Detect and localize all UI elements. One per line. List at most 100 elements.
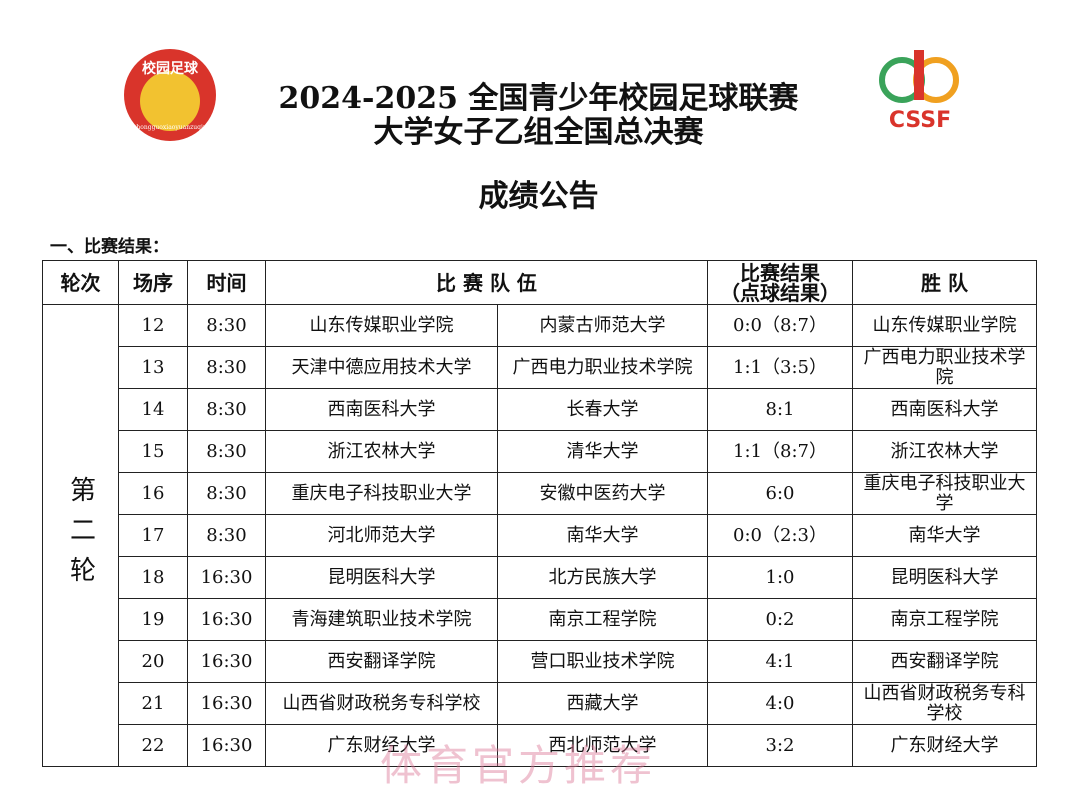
match-time: 16:30 [187,598,266,641]
home-team: 河北师范大学 [265,514,498,557]
match-number: 17 [118,514,188,557]
column-header: 比赛结果 （点球结果） [707,260,853,305]
match-number: 12 [118,304,188,347]
away-team: 西北师范大学 [497,724,708,767]
table-row: 13 8:30 天津中德应用技术大学 广西电力职业技术学院 1:1（3:5） 广西电力职业… [43,346,1037,389]
column-header-line: 比赛结果 [740,260,820,285]
match-time: 16:30 [187,640,266,683]
match-time: 16:30 [187,682,266,725]
match-time: 8:30 [187,514,266,557]
column-header: 轮次 [42,260,119,305]
match-time: 8:30 [187,472,266,515]
table-row: 16 8:30 重庆电子科技职业大学 安徽中医药大学 6:0 重庆电子科技职业大学 [43,472,1037,515]
match-time: 16:30 [187,724,266,767]
winner: 昆明医科大学 [852,556,1037,599]
score: 4:1 [707,640,853,683]
winner: 重庆电子科技职业大学 [852,472,1037,515]
away-team: 西藏大学 [497,682,708,725]
score: 0:0（2:3） [707,514,853,557]
table-row: 20 16:30 西安翻译学院 营口职业技术学院 4:1 西安翻译学院 [43,640,1037,683]
home-team: 天津中德应用技术大学 [265,346,498,389]
winner: 西安翻译学院 [852,640,1037,683]
column-header: 时间 [187,260,266,305]
away-team: 南京工程学院 [497,598,708,641]
winner: 南华大学 [852,514,1037,557]
title: 大学女子乙组全国总决赛 [373,115,704,150]
home-team: 重庆电子科技职业大学 [265,472,498,515]
column-header: 比 赛 队 伍 [265,260,708,305]
column-header: 场序 [118,260,188,305]
logo-inner [140,71,200,131]
away-team: 北方民族大学 [497,556,708,599]
winner: 山东传媒职业学院 [852,304,1037,347]
match-time: 8:30 [187,304,266,347]
away-team: 广西电力职业技术学院 [497,346,708,389]
results-table: 轮次 场序 时间比 赛 队 伍比赛结果 （点球结果）胜 队 第二轮 12 8:30 山东传媒… [42,260,1037,767]
round-cell: 第二轮 [42,304,119,767]
home-team: 山西省财政税务专科学校 [265,682,498,725]
match-time: 8:30 [187,346,266,389]
table-row: 19 16:30 青海建筑职业技术学院 南京工程学院 0:2 南京工程学院 [43,598,1037,641]
winner: 广西电力职业技术学院 [852,346,1037,389]
home-team: 山东传媒职业学院 [265,304,498,347]
watermark: 体育官方推荐 [380,741,657,790]
match-number: 14 [118,388,188,431]
winner: 广东财经大学 [852,724,1037,767]
match-time: 8:30 [187,430,266,473]
home-team: 青海建筑职业技术学院 [265,598,498,641]
match-number: 18 [118,556,188,599]
away-team: 营口职业技术学院 [497,640,708,683]
header-row: 轮次 场序 时间比 赛 队 伍比赛结果 （点球结果）胜 队 [42,260,1037,305]
away-team: 内蒙古师范大学 [497,304,708,347]
score: 0:0（8:7） [707,304,853,347]
winner: 南京工程学院 [852,598,1037,641]
section-heading: 一、比赛结果： [50,237,169,257]
table-row: 第二轮 12 8:30 山东传媒职业学院 内蒙古师范大学 0:0（8:7） 山东传媒职业学院 [42,304,1037,767]
score: 3:2 [707,724,853,767]
logo-pinyin: zhongguoxiaoyuanzuqiu [133,124,207,131]
match-number: 20 [118,640,188,683]
table-row: 18 16:30 昆明医科大学 北方民族大学 1:0 昆明医科大学 [43,556,1037,599]
table-row: 14 8:30 西南医科大学 长春大学 8:1 西南医科大学 [43,388,1037,431]
table-row: 17 8:30 河北师范大学 南华大学 0:0（2:3） 南华大学 [43,514,1037,557]
right-logo: CSSF [879,50,959,133]
winner: 西南医科大学 [852,388,1037,431]
winner: 山西省财政税务专科学校 [852,682,1037,725]
match-number: 19 [118,598,188,641]
away-team: 清华大学 [497,430,708,473]
column-header-line: （点球结果） [720,280,840,305]
home-team: 西安翻译学院 [265,640,498,683]
logo-text: 校园足球 [142,60,199,77]
away-team: 长春大学 [497,388,708,431]
match-time: 16:30 [187,556,266,599]
match-number: 13 [118,346,188,389]
title: 2024-2025 全国青少年校园足球联赛 [278,81,799,116]
winner: 浙江农林大学 [852,430,1037,473]
logo-text: CSSF [889,108,951,133]
match-number: 16 [118,472,188,515]
home-team: 昆明医科大学 [265,556,498,599]
left-logo: 校园足球 zhongguoxiaoyuanzuqiu [124,49,216,141]
score: 1:0 [707,556,853,599]
match-number: 15 [118,430,188,473]
away-team: 南华大学 [497,514,708,557]
subtitle: 成绩公告 [478,179,599,214]
table-row: 22 16:30 广东财经大学 西北师范大学 3:2 广东财经大学 [43,724,1037,767]
score: 8:1 [707,388,853,431]
home-team: 广东财经大学 [265,724,498,767]
home-team: 浙江农林大学 [265,430,498,473]
match-number: 21 [118,682,188,725]
score: 4:0 [707,682,853,725]
match-number: 22 [118,724,188,767]
logo-bar [914,50,924,100]
home-team: 西南医科大学 [265,388,498,431]
score: 6:0 [707,472,853,515]
score: 0:2 [707,598,853,641]
match-time: 8:30 [187,388,266,431]
column-header: 胜 队 [852,260,1037,305]
table-row: 21 16:30 山西省财政税务专科学校 西藏大学 4:0 山西省财政税务专科学校 [43,682,1037,725]
score: 1:1（3:5） [707,346,853,389]
score: 1:1（8:7） [707,430,853,473]
away-team: 安徽中医药大学 [497,472,708,515]
